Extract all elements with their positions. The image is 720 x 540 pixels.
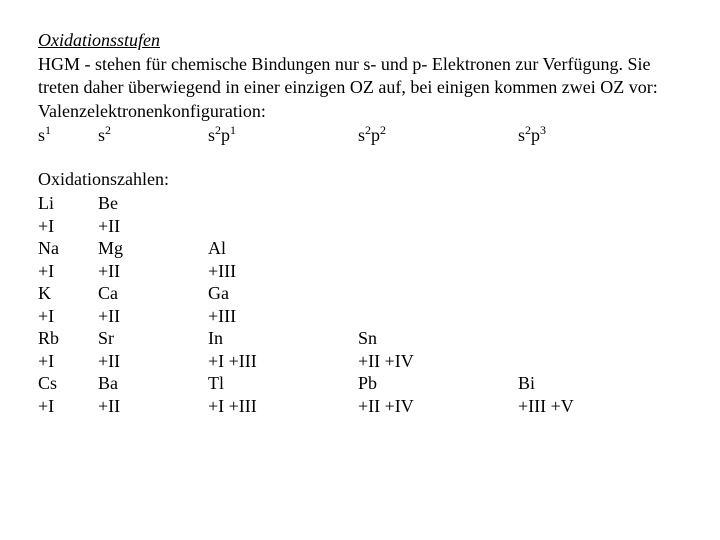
cell: +II [98, 260, 208, 283]
title: Oxidationsstufen [38, 30, 682, 51]
ox-row: K Ca Ga [38, 282, 682, 305]
cell: Pb [358, 372, 518, 395]
config-s1: s1 [38, 125, 98, 146]
cell: +II +IV [358, 395, 518, 418]
cell: Sr [98, 327, 208, 350]
cell [518, 350, 658, 373]
ox-row: +I +II +I +III +II +IV +III +V [38, 395, 682, 418]
cell [358, 215, 518, 238]
ox-row: Cs Ba Tl Pb Bi [38, 372, 682, 395]
cell [358, 305, 518, 328]
ox-row: Li Be [38, 192, 682, 215]
cell [518, 305, 658, 328]
config-s2p1: s2p1 [208, 125, 358, 146]
cell [518, 282, 658, 305]
cell [358, 192, 518, 215]
cell [518, 237, 658, 260]
cell [518, 215, 658, 238]
cell [518, 192, 658, 215]
cell: Al [208, 237, 358, 260]
cell: Tl [208, 372, 358, 395]
paragraph-2: Valenzelektronenkonfiguration: [38, 100, 682, 123]
ox-title: Oxidationszahlen: [38, 168, 682, 191]
cell: Cs [38, 372, 98, 395]
cell: +I [38, 305, 98, 328]
cell: Bi [518, 372, 658, 395]
cell: +I +III [208, 395, 358, 418]
config-s2p3: s2p3 [518, 125, 658, 146]
cell: +I [38, 260, 98, 283]
cell: +III [208, 305, 358, 328]
electron-config-row: s1 s2 s2p1 s2p2 s2p3 [38, 125, 682, 146]
cell: K [38, 282, 98, 305]
cell: +II [98, 305, 208, 328]
cell: Li [38, 192, 98, 215]
cell: +III [208, 260, 358, 283]
cell: In [208, 327, 358, 350]
config-s2p2: s2p2 [358, 125, 518, 146]
ox-row: +I +II +III [38, 260, 682, 283]
cell: +II [98, 215, 208, 238]
cell [358, 237, 518, 260]
cell: Sn [358, 327, 518, 350]
cell: Rb [38, 327, 98, 350]
cell: Be [98, 192, 208, 215]
cell: Ba [98, 372, 208, 395]
cell: Ga [208, 282, 358, 305]
ox-row: +I +II +I +III +II +IV [38, 350, 682, 373]
ox-row: +I +II [38, 215, 682, 238]
cell: +I [38, 350, 98, 373]
cell [208, 215, 358, 238]
ox-row: +I +II +III [38, 305, 682, 328]
cell: +I [38, 395, 98, 418]
cell [518, 260, 658, 283]
cell [358, 260, 518, 283]
cell: +II +IV [358, 350, 518, 373]
cell [208, 192, 358, 215]
paragraph-1: HGM - stehen für chemische Bindungen nur… [38, 53, 682, 98]
ox-row: Rb Sr In Sn [38, 327, 682, 350]
cell: +I [38, 215, 98, 238]
cell: Ca [98, 282, 208, 305]
cell: Na [38, 237, 98, 260]
cell: +I +III [208, 350, 358, 373]
config-s2: s2 [98, 125, 208, 146]
cell: +III +V [518, 395, 658, 418]
cell [358, 282, 518, 305]
cell [518, 327, 658, 350]
cell: Mg [98, 237, 208, 260]
cell: +II [98, 350, 208, 373]
ox-row: Na Mg Al [38, 237, 682, 260]
cell: +II [98, 395, 208, 418]
